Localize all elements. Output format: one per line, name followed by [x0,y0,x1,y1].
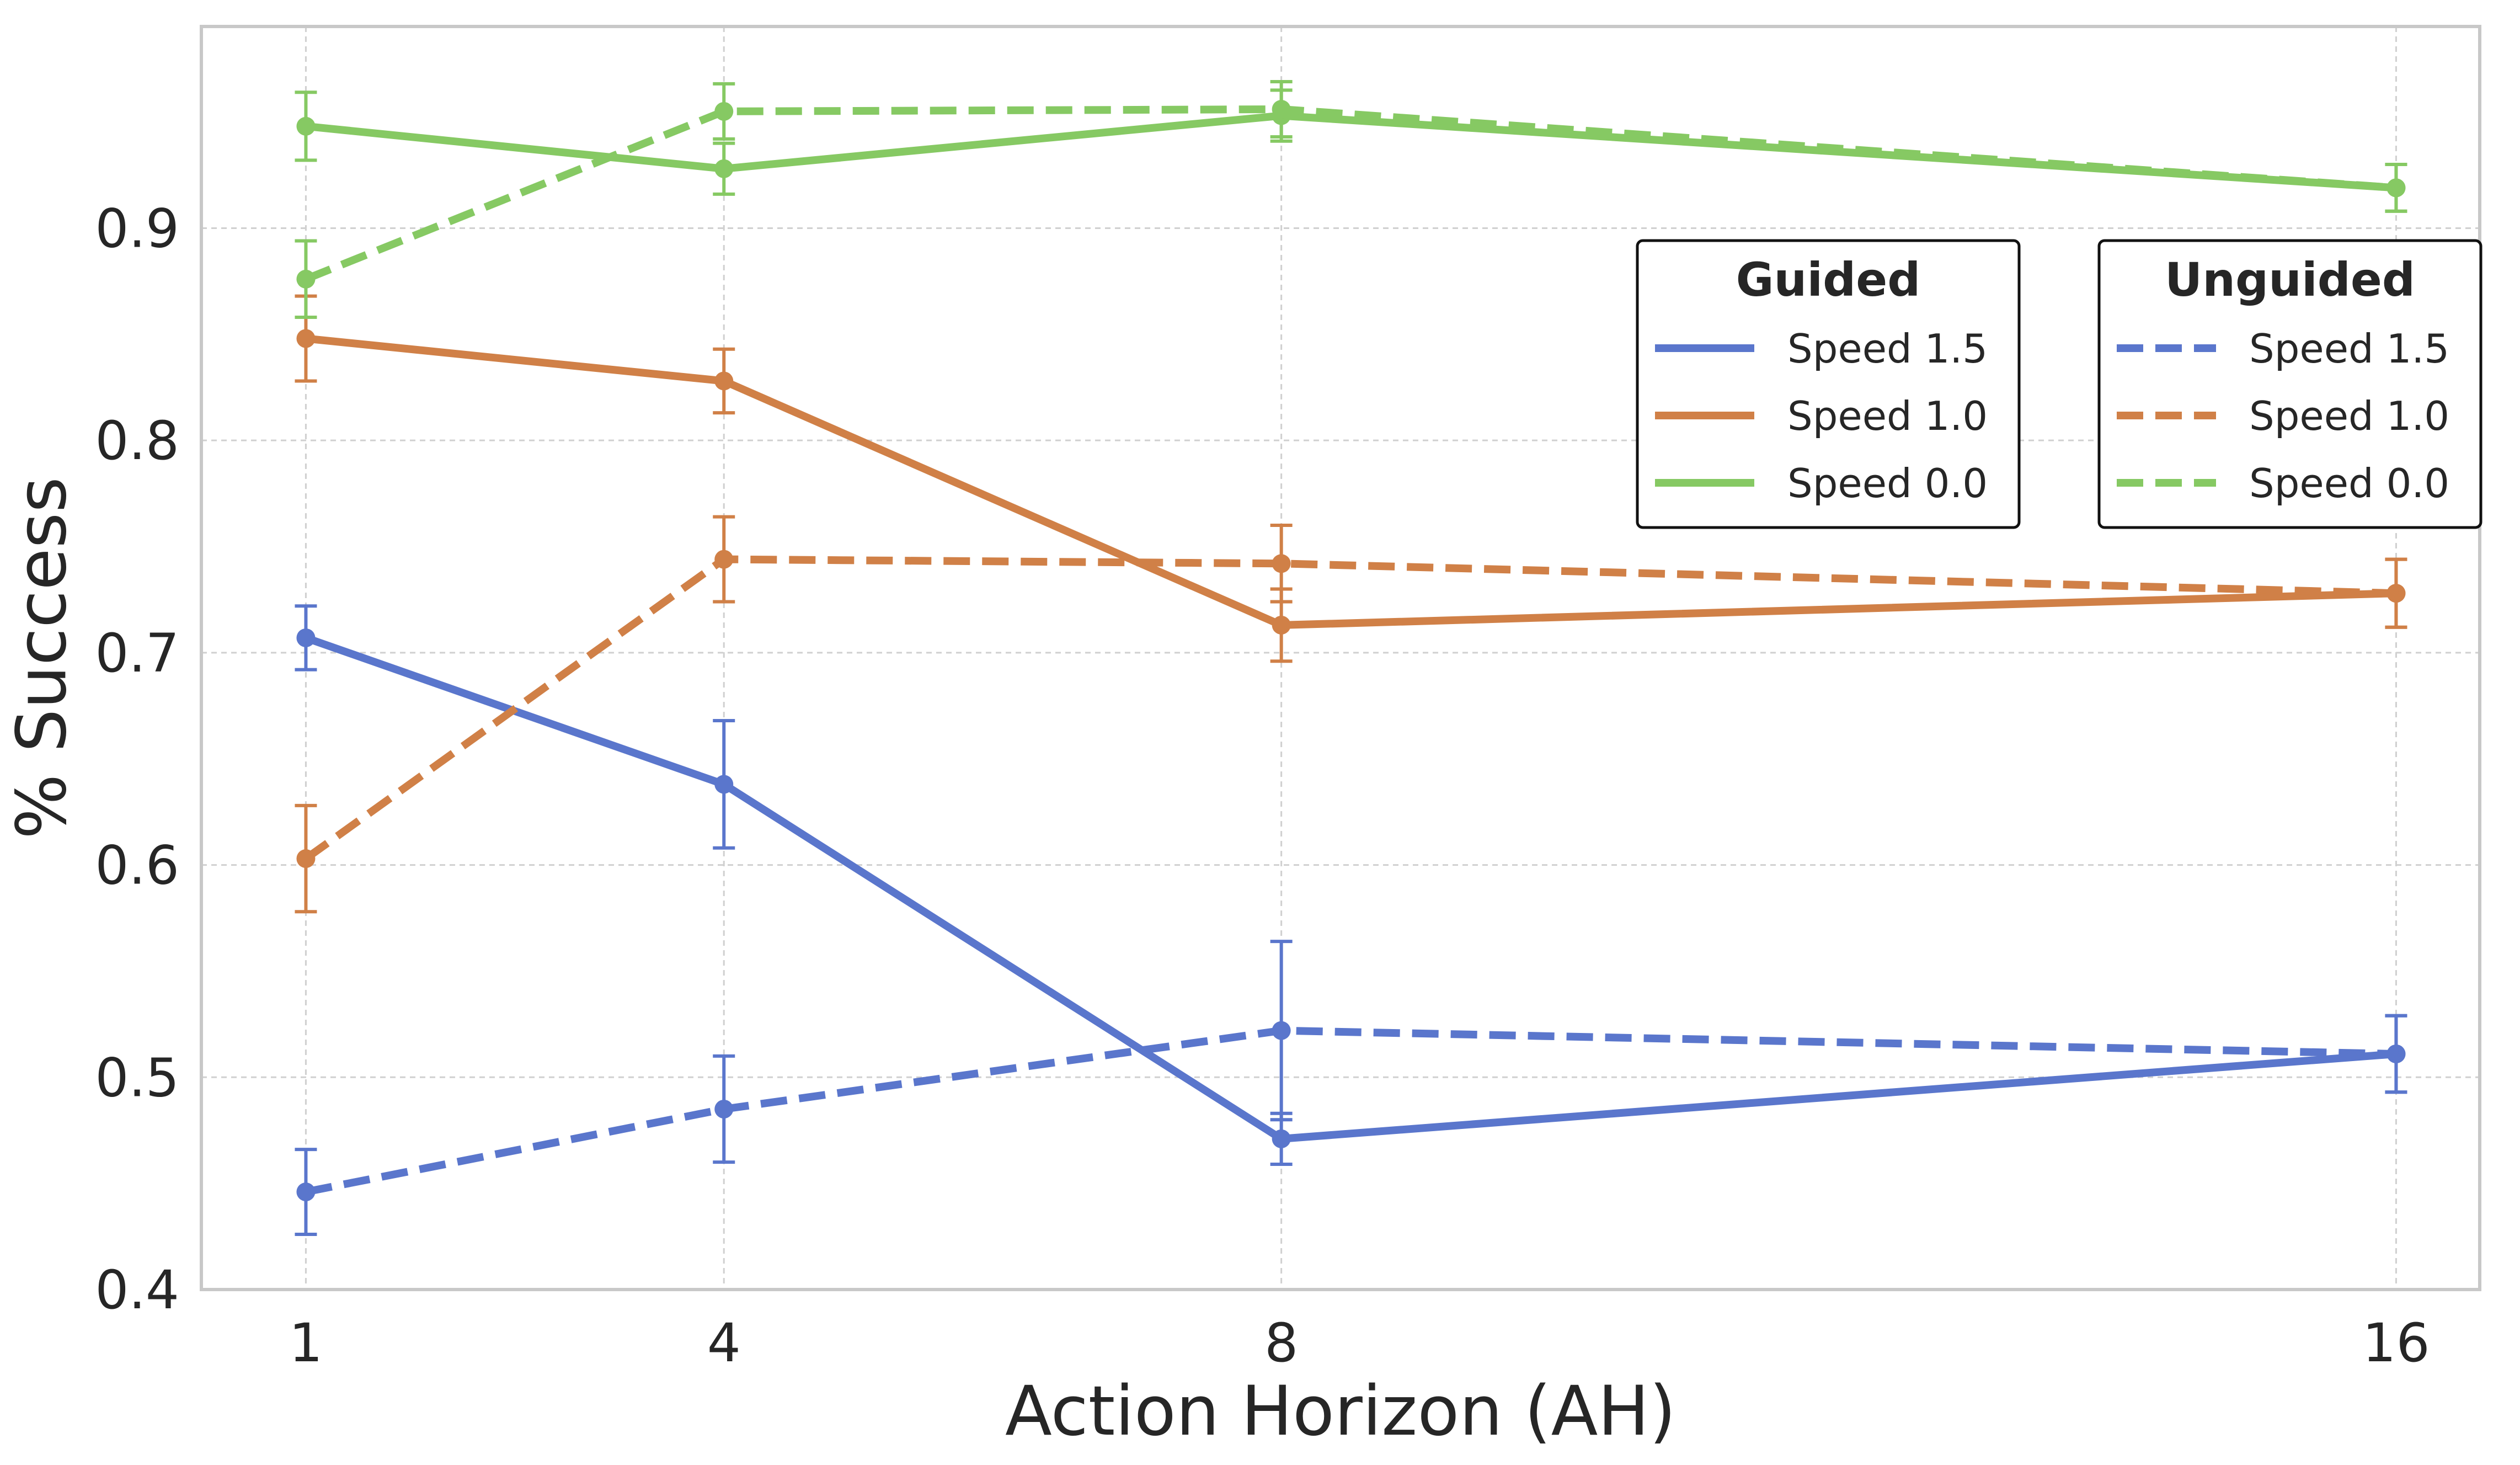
x-tick-label: 1 [289,1312,323,1374]
data-point [714,371,734,391]
y-tick-label: 0.4 [95,1259,179,1321]
data-point [2386,1044,2406,1063]
series-line [305,334,2396,629]
data-point [1272,1129,1291,1148]
series-line [305,1026,2396,1196]
legend-label: Speed 0.0 [2249,460,2449,507]
legend-guided: Guided Speed 1.5 Speed 1.0 Speed 0.0 [1636,239,2021,529]
data-point [296,628,316,647]
plot-frame [200,25,2481,1291]
data-point [296,1182,316,1202]
series-line [304,105,2396,283]
x-tick-label: 4 [707,1312,741,1374]
data-point [296,116,316,136]
legend-label: Speed 1.0 [2249,393,2449,439]
data-point [2386,584,2406,603]
legend-title: Unguided [2165,253,2415,307]
y-tick-label: 0.9 [95,198,179,259]
data-point [714,775,734,794]
legend-box [2097,239,2482,529]
data-point [714,550,734,569]
series-unguided-speed-0-0 [295,80,2407,319]
x-tick-label: 16 [2362,1312,2430,1374]
legend-label: Speed 0.0 [1787,460,1988,507]
data-point [296,269,316,289]
series-layer [295,80,2407,1236]
y-tick-label: 0.6 [95,835,179,897]
series-unguided-speed-1-0 [295,515,2407,914]
y-tick-label: 0.8 [95,410,179,472]
y-tick-label: 0.5 [95,1047,179,1109]
data-point [714,102,734,121]
x-axis-title: Action Horizon (AH) [1005,1372,1676,1451]
legend-unguided: Unguided Speed 1.5 Speed 1.0 Speed 0.0 [2097,239,2482,529]
data-point [2386,178,2406,198]
data-point [1272,615,1291,635]
data-point [714,159,734,178]
x-tick-label: 8 [1264,1312,1298,1374]
y-tick-label: 0.7 [95,622,179,684]
y-axis-title: % Success [2,477,82,839]
series-line [303,555,2396,862]
data-point [296,849,316,869]
data-point [1272,1021,1291,1040]
data-point [1272,100,1291,119]
legend-label: Speed 1.5 [2249,326,2449,372]
legend-label: Speed 1.0 [1787,393,1988,439]
legend-label: Speed 1.5 [1787,326,1988,372]
data-point [296,329,316,348]
legend-title: Guided [1736,253,1921,307]
tick-labels: 0.4 0.5 0.6 0.7 0.8 0.9 1 4 8 16 [95,198,2430,1374]
data-point [1272,554,1291,573]
series-unguided-speed-1-5 [295,940,2407,1236]
data-point [714,1100,734,1118]
legend-box [1636,239,2021,529]
